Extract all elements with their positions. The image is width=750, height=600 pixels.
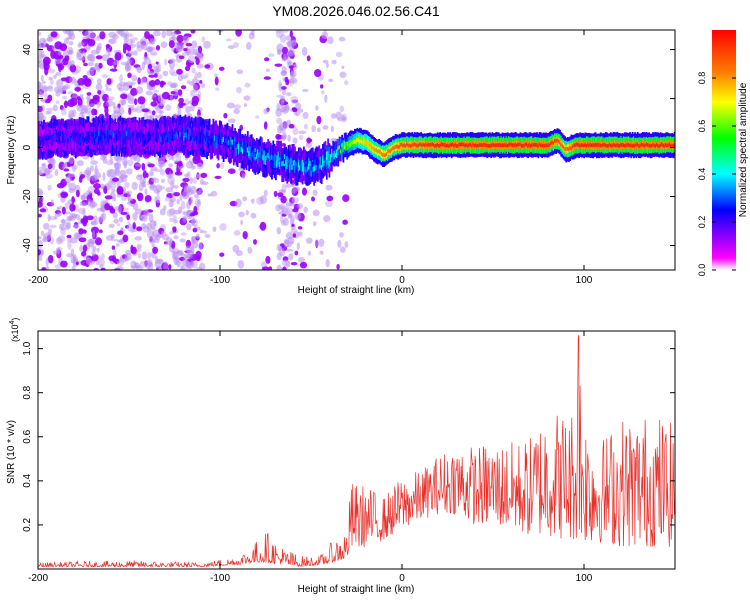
snr-scale-exponent: 4 <box>9 320 16 324</box>
spectrogram-x-tick-label: 100 <box>576 275 593 286</box>
spectrogram-y-ticks: -40 -20 0 20 40 <box>22 44 675 253</box>
spectrogram-ridge <box>38 114 675 186</box>
snr-x-tick-label: 0 <box>399 573 405 584</box>
snr-y-tick-label: 0.6 <box>22 429 33 443</box>
spectrogram-x-tick-label: 0 <box>399 275 405 286</box>
snr-series-line <box>38 334 675 569</box>
spectrogram-x-tick-label: -100 <box>210 275 230 286</box>
spectrogram-y-tick-label: 0 <box>22 144 33 150</box>
snr-frame <box>37 330 676 570</box>
snr-y-axis-label: SNR (10 * v/v) <box>6 420 17 484</box>
snr-x-tick-label: -100 <box>210 573 230 584</box>
colorbar-tick-label: 0.6 <box>697 120 707 133</box>
chart-title: YM08.2026.046.02.56.C41 <box>272 3 440 19</box>
spectrogram-y-tick-label: 40 <box>22 44 33 56</box>
snr-y-tick-label: 0.2 <box>22 518 33 532</box>
colorbar-tick-label: 0.8 <box>697 72 707 85</box>
colorbar-gradient <box>712 30 736 270</box>
snr-y-tick-label: 1.0 <box>22 341 33 355</box>
colorbar-tick-label: 0.4 <box>697 168 707 181</box>
spectrogram-x-axis-label: Height of straight line (km) <box>298 285 415 296</box>
colorbar-ticks: 0.0 0.2 0.4 0.6 0.8 <box>697 72 736 277</box>
spectrogram-y-tick-label: -40 <box>22 238 33 253</box>
colorbar-tick-label: 0.2 <box>697 216 707 229</box>
spectrogram-heatmap <box>38 30 675 270</box>
snr-panel: -200 -100 0 100 0.2 0.4 0.6 0.8 1.0 (x104) SNR … <box>6 318 676 595</box>
snr-scale-prefix: (x10 <box>10 324 20 342</box>
colorbar-label: Normalized spectral amplitude <box>738 82 749 217</box>
snr-y-ticks: 0.2 0.4 0.6 0.8 1.0 <box>22 341 675 532</box>
snr-x-tick-label: 100 <box>576 573 593 584</box>
spectrogram-y-axis-label: Frequency (Hz) <box>6 116 17 185</box>
snr-scale-label: (x104) <box>9 318 20 342</box>
snr-scale-suffix: ) <box>10 318 20 321</box>
spectrogram-y-tick-label: -20 <box>22 189 33 204</box>
snr-x-ticks: -200 -100 0 100 <box>28 331 593 584</box>
snr-x-axis-label: Height of straight line (km) <box>298 584 415 595</box>
snr-y-tick-label: 0.8 <box>22 385 33 399</box>
colorbar-tick-label: 0.0 <box>697 264 707 277</box>
spectrogram-x-ticks: -200 -100 0 100 <box>28 30 593 286</box>
snr-x-tick-label: -200 <box>28 573 48 584</box>
snr-y-tick-label: 0.4 <box>22 473 33 487</box>
colorbar: 0.0 0.2 0.4 0.6 0.8 Normalized spectral ampl… <box>697 30 749 276</box>
spectrogram-frame <box>37 29 676 271</box>
spectrogram-y-tick-label: 20 <box>22 93 33 105</box>
spectrogram-x-tick-label: -200 <box>28 275 48 286</box>
